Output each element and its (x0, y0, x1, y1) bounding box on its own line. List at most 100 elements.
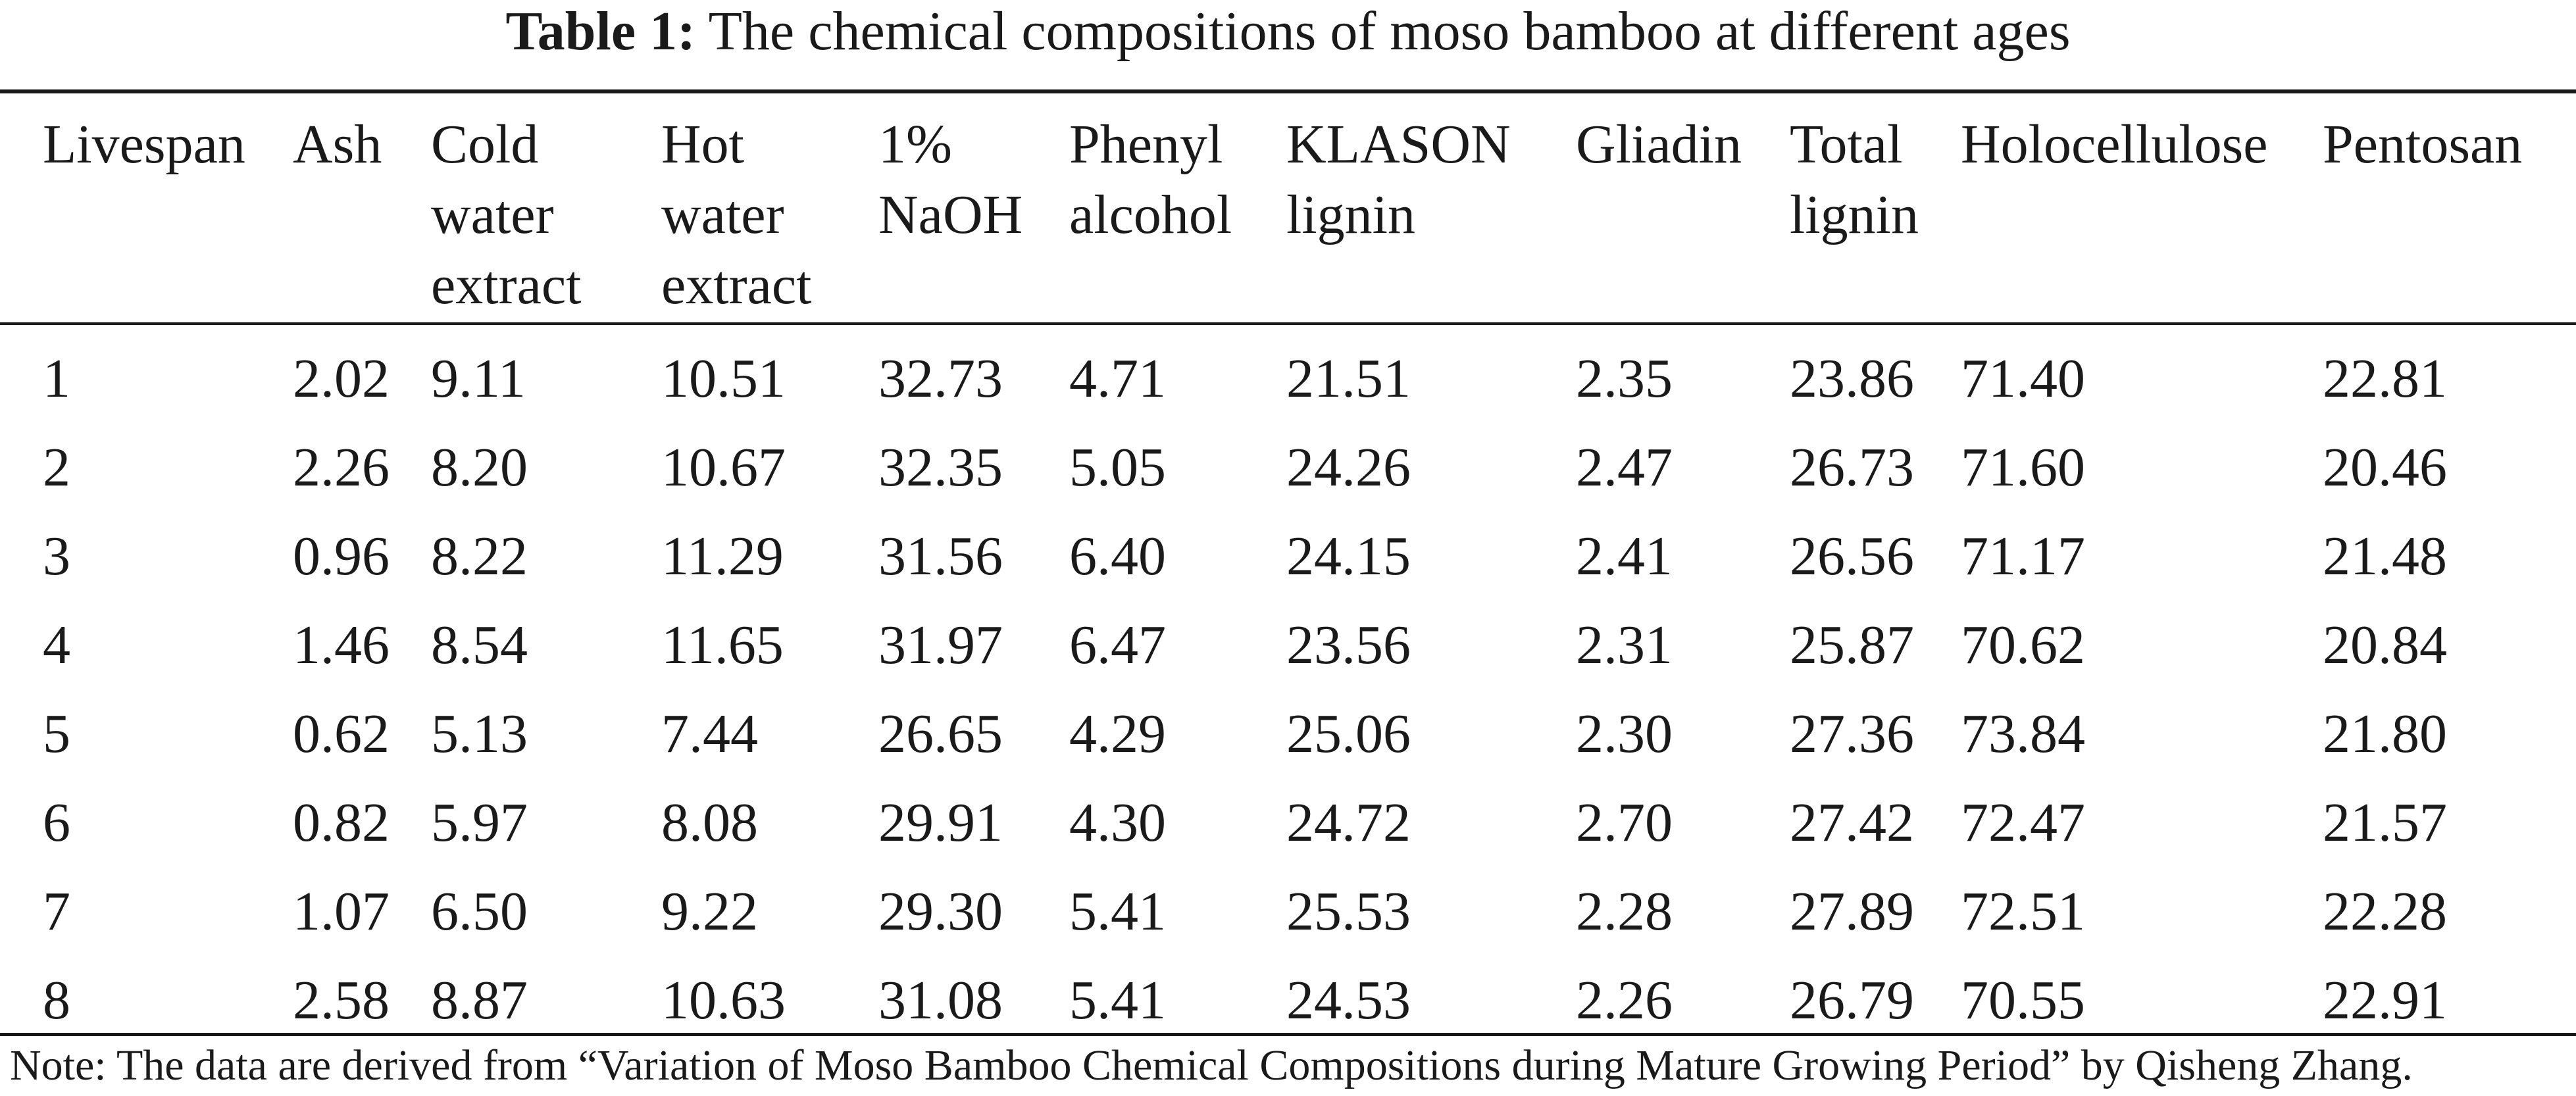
table-note: Note: The data are derived from “Variati… (10, 1041, 2413, 1089)
column-header-line: lignin (1790, 184, 1919, 245)
table-cell: 29.91 (878, 792, 1003, 853)
table-cell: 24.53 (1286, 970, 1411, 1031)
table-cell: 27.89 (1790, 881, 1914, 942)
column-header-line: extract (661, 255, 812, 316)
column-header: Gliadin (1576, 109, 1742, 180)
column-header: Phenyl alcohol (1069, 109, 1232, 250)
table-row: 5 0.62 5.13 7.44 26.65 4.29 25.06 2.30 27.36 73.8… (0, 689, 2576, 778)
table-cell: 5 (43, 703, 70, 764)
table-caption: Table 1: The chemical compositions of mo… (0, 0, 2576, 69)
table-row: 4 1.46 8.54 11.65 31.97 6.47 23.56 2.31 25.87 70.… (0, 601, 2576, 689)
table-cell: 2.26 (293, 437, 390, 498)
table-cell: 24.15 (1286, 526, 1411, 587)
table-cell: 32.73 (878, 348, 1003, 409)
column-header-line: alcohol (1069, 184, 1232, 245)
column-header-line: extract (431, 255, 582, 316)
table-cell: 10.67 (661, 437, 786, 498)
table-cell: 26.73 (1790, 437, 1914, 498)
table-bottom-rule (0, 1033, 2576, 1036)
table-cell: 2.58 (293, 970, 390, 1031)
table-cell: 3 (43, 526, 70, 587)
table-cell: 24.26 (1286, 437, 1411, 498)
table-cell: 20.46 (2323, 437, 2447, 498)
table-cell: 21.80 (2323, 703, 2447, 764)
table-cell: 8.87 (431, 970, 528, 1031)
table-caption-label: Table 1: (505, 1, 696, 62)
table-row: 8 2.58 8.87 10.63 31.08 5.41 24.53 2.26 26.79 70.… (0, 956, 2576, 1045)
table-cell: 73.84 (1961, 703, 2085, 764)
table-cell: 4.29 (1069, 703, 1166, 764)
column-header: Cold water extract (431, 109, 582, 320)
table-cell: 71.40 (1961, 348, 2085, 409)
table-cell: 8.22 (431, 526, 528, 587)
table-cell: 22.28 (2323, 881, 2447, 942)
table-cell: 72.47 (1961, 792, 2085, 853)
table-cell: 4 (43, 614, 70, 676)
table-cell: 2.28 (1576, 881, 1673, 942)
table-cell: 26.65 (878, 703, 1003, 764)
table-cell: 25.87 (1790, 614, 1914, 676)
table-top-rule (0, 89, 2576, 93)
table-cell: 21.57 (2323, 792, 2447, 853)
table-cell: 10.51 (661, 348, 786, 409)
table-cell: 21.48 (2323, 526, 2447, 587)
column-header-line: water (661, 184, 784, 245)
table-cell: 2.31 (1576, 614, 1673, 676)
table-cell: 0.96 (293, 526, 390, 587)
table-cell: 11.65 (661, 614, 784, 676)
column-header: Total lignin (1790, 109, 1919, 250)
table-cell: 6.50 (431, 881, 528, 942)
table-cell: 27.42 (1790, 792, 1914, 853)
table-cell: 1.07 (293, 881, 390, 942)
column-header-line: NaOH (878, 184, 1023, 245)
table-row: 6 0.82 5.97 8.08 29.91 4.30 24.72 2.70 27.42 72.4… (0, 778, 2576, 867)
table-cell: 31.97 (878, 614, 1003, 676)
table-cell: 2.47 (1576, 437, 1673, 498)
table-cell: 8 (43, 970, 70, 1031)
table-cell: 2.41 (1576, 526, 1673, 587)
table-cell: 8.08 (661, 792, 758, 853)
table-cell: 24.72 (1286, 792, 1411, 853)
table-cell: 5.13 (431, 703, 528, 764)
column-header-line: 1% (878, 114, 952, 175)
table-cell: 0.62 (293, 703, 390, 764)
table-cell: 1.46 (293, 614, 390, 676)
table-cell: 2.02 (293, 348, 390, 409)
table-cell: 22.81 (2323, 348, 2447, 409)
table-cell: 2.35 (1576, 348, 1673, 409)
column-header: Hot water extract (661, 109, 812, 320)
table-cell: 10.63 (661, 970, 786, 1031)
column-header-line: Hot (661, 114, 744, 175)
table-cell: 71.60 (1961, 437, 2085, 498)
table-header-rule (0, 322, 2576, 325)
table-cell: 25.06 (1286, 703, 1411, 764)
table-cell: 9.11 (431, 348, 526, 409)
table-cell: 31.08 (878, 970, 1003, 1031)
column-header: Livespan (43, 109, 245, 180)
table-cell: 7 (43, 881, 70, 942)
table-cell: 5.05 (1069, 437, 1166, 498)
table-cell: 9.22 (661, 881, 758, 942)
column-header-line: KLASON (1286, 114, 1511, 175)
column-header-line: Gliadin (1576, 114, 1742, 175)
column-header-line: Holocellulose (1961, 114, 2268, 175)
table-cell: 32.35 (878, 437, 1003, 498)
table-cell: 11.29 (661, 526, 784, 587)
table-row: 2 2.26 8.20 10.67 32.35 5.05 24.26 2.47 26.73 71.… (0, 423, 2576, 512)
column-header: Holocellulose (1961, 109, 2268, 180)
table-cell: 2.26 (1576, 970, 1673, 1031)
column-header-line: Total (1790, 114, 1903, 175)
table-cell: 25.53 (1286, 881, 1411, 942)
table-cell: 5.41 (1069, 970, 1166, 1031)
column-header-line: water (431, 184, 554, 245)
table-cell: 6 (43, 792, 70, 853)
column-header-line: lignin (1286, 184, 1416, 245)
table-cell: 7.44 (661, 703, 758, 764)
column-header-line: Ash (293, 114, 382, 175)
table-row: 1 2.02 9.11 10.51 32.73 4.71 21.51 2.35 23.86 71.… (0, 334, 2576, 423)
column-header: Ash (293, 109, 382, 180)
table-cell: 2 (43, 437, 70, 498)
table-cell: 26.79 (1790, 970, 1914, 1031)
column-header-line: Pentosan (2323, 114, 2523, 175)
